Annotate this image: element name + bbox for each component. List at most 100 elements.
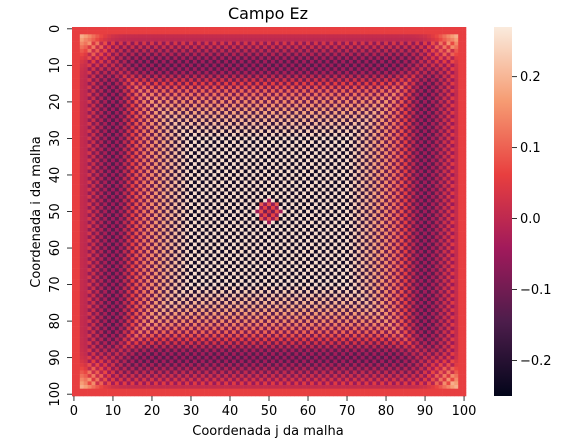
heatmap-cell <box>274 129 280 134</box>
heatmap-cell <box>298 140 303 145</box>
heatmap-cell <box>430 125 436 130</box>
heatmap-cell <box>423 125 428 130</box>
heatmap-cell <box>462 169 467 174</box>
heatmap-cell <box>99 81 104 86</box>
heatmap-cell <box>446 162 451 167</box>
heatmap-cell <box>247 206 252 210</box>
heatmap-cell <box>407 59 412 64</box>
heatmap-cell <box>442 37 447 42</box>
heatmap-cell <box>391 132 397 137</box>
heatmap-cell <box>380 180 385 185</box>
heatmap-cell <box>306 96 311 101</box>
heatmap-cell <box>150 56 155 61</box>
heatmap-cell <box>165 158 170 163</box>
heatmap-cell <box>356 63 361 68</box>
heatmap-cell <box>278 45 283 50</box>
heatmap-cell <box>189 118 194 123</box>
heatmap-cell <box>442 92 447 97</box>
heatmap-cell <box>224 34 229 39</box>
heatmap-cell <box>364 96 369 101</box>
heatmap-cell <box>263 70 268 75</box>
heatmap-cell <box>438 169 443 174</box>
heatmap-cell <box>122 118 127 123</box>
heatmap-cell <box>189 187 194 192</box>
heatmap-cell <box>103 151 108 156</box>
heatmap-cell <box>302 48 307 53</box>
heatmap-cell <box>99 180 104 185</box>
heatmap-cell <box>196 67 202 72</box>
heatmap-cell <box>270 74 276 79</box>
heatmap-cell <box>235 169 241 174</box>
heatmap-cell <box>114 67 120 72</box>
heatmap-cell <box>130 154 135 159</box>
heatmap-cell <box>356 67 361 72</box>
heatmap-cell <box>317 162 322 167</box>
heatmap-cell <box>142 180 147 185</box>
heatmap-cell <box>395 198 400 203</box>
heatmap-cell <box>360 52 365 57</box>
heatmap-cell <box>434 48 439 53</box>
heatmap-cell <box>286 52 291 57</box>
heatmap-cell <box>255 48 260 53</box>
heatmap-cell <box>153 100 159 105</box>
heatmap-cell <box>387 198 393 203</box>
heatmap-cell <box>255 81 260 86</box>
heatmap-cell <box>95 27 100 31</box>
heatmap-cell <box>341 180 346 185</box>
heatmap-cell <box>181 176 186 181</box>
heatmap-cell <box>72 103 77 108</box>
heatmap-cell <box>399 118 404 123</box>
heatmap-cell <box>118 78 124 83</box>
heatmap-cell <box>235 89 241 94</box>
heatmap-cell <box>208 37 213 42</box>
heatmap-cell <box>87 96 92 101</box>
heatmap-cell <box>325 34 330 39</box>
heatmap-cell <box>173 45 178 50</box>
heatmap-cell <box>368 173 373 178</box>
heatmap-cell <box>368 191 373 196</box>
heatmap-cell <box>247 140 252 145</box>
heatmap-cell <box>345 92 350 97</box>
heatmap-cell <box>224 78 229 83</box>
heatmap-cell <box>298 121 303 126</box>
heatmap-cell <box>352 173 358 178</box>
heatmap-cell <box>274 92 280 97</box>
heatmap-cell <box>333 169 338 174</box>
heatmap-cell <box>157 154 163 159</box>
heatmap-cell <box>208 41 213 46</box>
heatmap-cell <box>380 151 385 156</box>
heatmap-cell <box>290 96 295 101</box>
heatmap-cell <box>212 100 217 105</box>
heatmap-cell <box>458 67 463 72</box>
heatmap-cell <box>317 198 322 203</box>
heatmap-cell <box>321 136 326 141</box>
heatmap-cell <box>317 125 322 130</box>
heatmap-cell <box>403 158 408 163</box>
heatmap-cell <box>204 184 209 189</box>
heatmap-cell <box>317 111 322 115</box>
heatmap-cell <box>364 129 369 134</box>
heatmap-cell <box>317 34 322 39</box>
heatmap-cell <box>107 89 112 94</box>
heatmap-cell <box>177 136 182 141</box>
heatmap-cell <box>157 27 163 31</box>
heatmap-cell <box>337 48 342 53</box>
heatmap-cell <box>426 154 432 159</box>
heatmap-cell <box>200 41 205 46</box>
heatmap-cell <box>224 107 229 112</box>
heatmap-cell <box>352 121 358 126</box>
heatmap-cell <box>157 96 163 101</box>
heatmap-cell <box>95 184 100 189</box>
heatmap-cell <box>126 151 131 156</box>
heatmap-cell <box>403 92 408 97</box>
heatmap-cell <box>290 180 295 185</box>
heatmap-cell <box>391 151 397 156</box>
heatmap-cell <box>376 184 381 189</box>
heatmap-cell <box>185 114 190 119</box>
heatmap-cell <box>177 143 182 148</box>
heatmap-cell <box>122 52 127 57</box>
heatmap-cell <box>348 70 354 75</box>
heatmap-cell <box>204 154 209 159</box>
heatmap-cell <box>146 165 151 170</box>
heatmap-cell <box>426 180 432 185</box>
